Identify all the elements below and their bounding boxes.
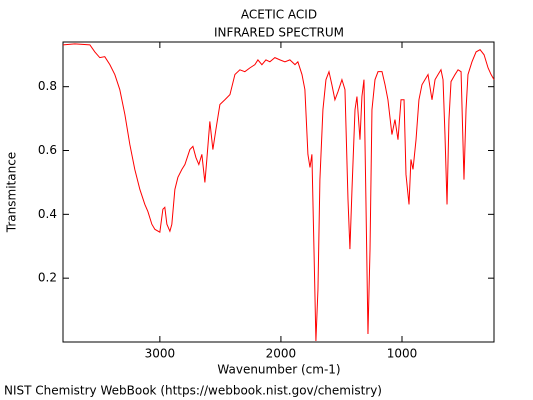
chart-title: ACETIC ACID: [241, 8, 317, 22]
x-axis-label: Wavenumber (cm-1): [217, 363, 340, 377]
plot-frame: [62, 41, 495, 343]
y-tick-label: 0.2: [38, 271, 57, 285]
y-axis-label: Transmitance: [5, 152, 19, 233]
chart-subtitle: INFRARED SPECTRUM: [214, 26, 344, 40]
x-tick-label: 3000: [145, 347, 176, 361]
spectrum-line: [62, 43, 495, 342]
x-tick-label: 1000: [387, 347, 418, 361]
x-tick-label: 2000: [266, 347, 297, 361]
footer: NIST Chemistry WebBook (https://webbook.…: [4, 384, 382, 398]
y-tick-label: 0.8: [38, 79, 57, 93]
y-tick-label: 0.4: [38, 207, 57, 221]
y-tick-label: 0.6: [38, 143, 57, 157]
